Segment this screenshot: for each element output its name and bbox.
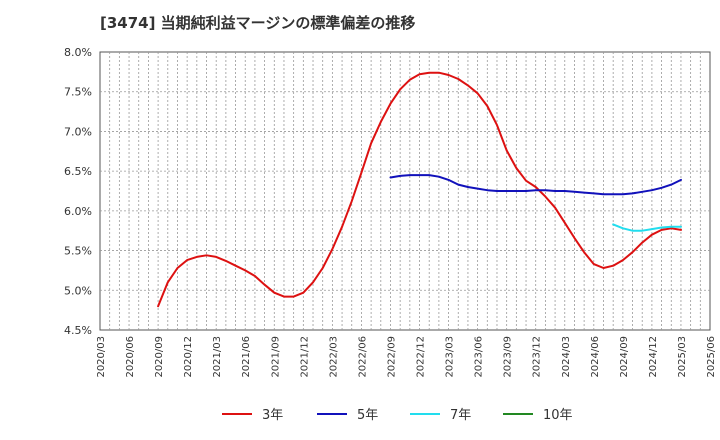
x-tick-label: 2022/06 (357, 336, 368, 378)
chart-title: [3474] 当期純利益マージンの標準偏差の推移 (100, 14, 416, 32)
x-tick-label: 2020/12 (183, 336, 194, 378)
y-tick-label: 6.5% (64, 165, 92, 178)
grid (100, 52, 710, 330)
legend-label: 7年 (450, 408, 471, 423)
x-tick-label: 2021/06 (241, 336, 252, 378)
legend: 3年 5年 7年 10年 (222, 408, 573, 423)
series-line-2 (612, 223, 682, 232)
x-tick-label: 2022/12 (416, 336, 427, 378)
legend-label: 3年 (262, 408, 283, 423)
x-tick-label: 2020/09 (154, 336, 165, 378)
legend-label: 5年 (357, 408, 378, 423)
x-tick-label: 2021/03 (212, 336, 223, 378)
y-tick-label: 6.0% (64, 205, 92, 218)
series-lines (157, 71, 682, 308)
x-axis-ticks: 2020/03 2020/06 2020/09 2020/12 2021/03 2021/… (96, 336, 717, 378)
x-tick-label: 2023/09 (503, 336, 514, 378)
y-tick-label: 7.5% (64, 86, 92, 99)
x-tick-label: 2024/06 (590, 336, 601, 378)
x-tick-label: 2025/03 (677, 336, 688, 378)
x-tick-label: 2023/06 (474, 336, 485, 378)
x-tick-label: 2021/12 (299, 336, 310, 378)
x-tick-label: 2021/09 (270, 336, 281, 378)
y-tick-label: 8.0% (64, 46, 92, 59)
x-tick-label: 2022/03 (328, 336, 339, 378)
x-tick-label: 2024/09 (619, 336, 630, 378)
x-tick-label: 2023/03 (445, 336, 456, 378)
x-tick-label: 2020/03 (96, 336, 107, 378)
x-tick-label: 2023/12 (532, 336, 543, 378)
x-tick-label: 2020/06 (125, 336, 136, 378)
x-tick-label: 2024/12 (648, 336, 659, 378)
y-axis-ticks: 8.0% 7.5% 7.0% 6.5% 6.0% 5.5% 5.0% 4.5% (64, 46, 92, 337)
y-tick-label: 7.0% (64, 125, 92, 138)
x-tick-label: 2022/09 (386, 336, 397, 378)
series-line-1 (389, 174, 682, 196)
x-tick-label: 2024/03 (561, 336, 572, 378)
y-tick-label: 5.0% (64, 284, 92, 297)
y-tick-label: 5.5% (64, 245, 92, 258)
x-tick-label: 2025/06 (706, 336, 717, 378)
legend-label: 10年 (543, 408, 573, 423)
plot-area (99, 51, 711, 331)
y-tick-label: 4.5% (64, 324, 92, 337)
series-line-0 (157, 71, 682, 308)
